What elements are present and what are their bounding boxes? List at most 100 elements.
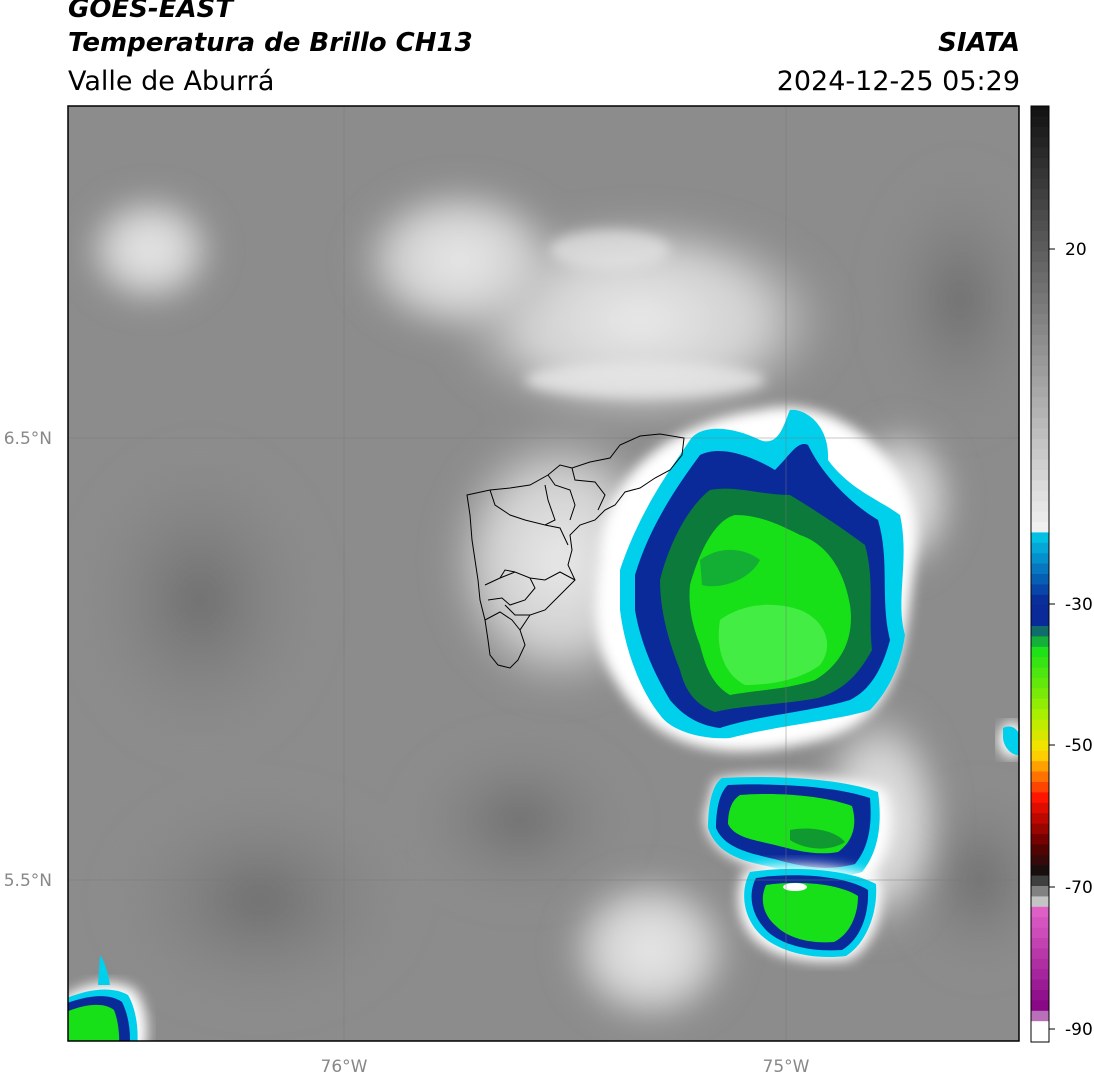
colorbar-step	[1031, 542, 1049, 554]
colorbar-step	[1031, 740, 1049, 752]
colorbar-step	[1031, 324, 1049, 336]
lat-label-6-5: 6.5°N	[4, 429, 52, 449]
colorbar-step	[1031, 698, 1049, 710]
colorbar-step	[1031, 272, 1049, 284]
colorbar-stripes	[1031, 106, 1049, 1043]
colorbar-step	[1031, 782, 1049, 793]
colorbar-step	[1031, 470, 1049, 481]
colorbar-step	[1031, 636, 1049, 648]
colorbar-step	[1031, 126, 1049, 138]
organization-label: SIATA	[938, 28, 1020, 58]
convective-cell-southwest	[68, 955, 147, 1041]
colorbar-step	[1031, 418, 1049, 429]
colorbar-step	[1031, 230, 1049, 242]
colorbar-step	[1031, 210, 1049, 221]
colorbar-step	[1031, 553, 1049, 565]
colorbar-step	[1031, 813, 1049, 825]
colorbar-step	[1031, 490, 1049, 502]
colorbar-step	[1031, 168, 1049, 180]
colorbar-step	[1031, 834, 1049, 845]
colorbar-tick-minus30: -30	[1065, 595, 1093, 615]
colorbar-step	[1031, 501, 1049, 513]
colorbar-step	[1031, 750, 1049, 762]
convective-cell-south-lower	[738, 864, 882, 962]
colorbar-step	[1031, 730, 1049, 741]
warm-ground-areas	[70, 160, 1019, 1020]
colorbar-step	[1031, 116, 1049, 128]
colorbar-step	[1031, 802, 1049, 814]
colorbar-step	[1031, 137, 1049, 149]
colorbar-step	[1031, 199, 1049, 211]
municipal-boundaries	[466, 433, 685, 669]
colorbar-step	[1031, 584, 1049, 596]
lon-label-76w: 76°W	[321, 1057, 368, 1077]
colorbar-step	[1031, 605, 1049, 617]
colorbar-step	[1031, 147, 1049, 159]
colorbar-step	[1031, 678, 1049, 689]
colorbar-step	[1031, 106, 1049, 117]
colorbar-step	[1031, 563, 1049, 575]
colorbar-step	[1031, 428, 1049, 440]
colorbar-step	[1031, 376, 1049, 388]
graticule	[68, 106, 1019, 1041]
colorbar-step	[1031, 844, 1049, 856]
colorbar-step	[1031, 1010, 1049, 1022]
colorbar-step	[1031, 511, 1049, 523]
colorbar-step	[1031, 896, 1049, 908]
colorbar-step	[1031, 709, 1049, 721]
colorbar-step	[1031, 875, 1049, 887]
colorbar-step	[1031, 314, 1049, 325]
colorbar-tick-minus90: -90	[1065, 1020, 1093, 1040]
colorbar-step	[1031, 386, 1049, 398]
colorbar-step	[1031, 438, 1049, 450]
colorbar-step	[1031, 917, 1049, 929]
colorbar-step	[1031, 1021, 1049, 1033]
colorbar-tick-minus50: -50	[1065, 736, 1093, 756]
colorbar: 20 -30 -50 -70 -90	[1030, 105, 1093, 1043]
colorbar-step	[1031, 646, 1049, 658]
convective-cell-main	[595, 406, 917, 752]
colorbar-step	[1031, 532, 1049, 544]
colorbar-step	[1031, 854, 1049, 866]
lat-label-5-5: 5.5°N	[4, 871, 52, 891]
colorbar-step	[1031, 990, 1049, 1001]
colorbar-step	[1031, 948, 1049, 960]
colorbar-step	[1031, 927, 1049, 939]
colorbar-step	[1031, 594, 1049, 606]
colorbar-step	[1031, 334, 1049, 346]
colorbar-step	[1031, 688, 1049, 700]
colorbar-step	[1031, 792, 1049, 804]
colorbar-step	[1031, 345, 1049, 357]
region-title: Valle de Aburrá	[68, 66, 275, 97]
colorbar-step	[1031, 158, 1049, 169]
brightness-temperature-field	[68, 106, 1019, 1041]
colorbar-step	[1031, 958, 1049, 970]
colorbar-step	[1031, 865, 1049, 877]
colorbar-step	[1031, 178, 1049, 190]
colorbar-tick-minus70: -70	[1065, 878, 1093, 898]
colorbar-step	[1031, 522, 1049, 533]
convective-cell-east	[998, 722, 1019, 758]
colorbar-step	[1031, 189, 1049, 201]
colorbar-step	[1031, 407, 1049, 419]
colorbar-step	[1031, 938, 1049, 949]
colorbar-step	[1031, 719, 1049, 731]
product-title: Temperatura de Brillo CH13	[68, 28, 473, 58]
colorbar-step	[1031, 574, 1049, 585]
colorbar-step	[1031, 241, 1049, 253]
colorbar-step	[1031, 303, 1049, 315]
colorbar-step	[1031, 615, 1049, 627]
colorbar-step	[1031, 657, 1049, 669]
colorbar-tick-20: 20	[1065, 240, 1087, 260]
colorbar-step	[1031, 761, 1049, 773]
colorbar-frame	[1030, 105, 1050, 1043]
lon-label-75w: 75°W	[763, 1057, 810, 1077]
colorbar-step	[1031, 771, 1049, 783]
colorbar-step	[1031, 626, 1049, 637]
colorbar-step	[1031, 366, 1049, 377]
colorbar-step	[1031, 220, 1049, 232]
colorbar-step	[1031, 1000, 1049, 1012]
colorbar-step	[1031, 251, 1049, 263]
colorbar-step	[1031, 293, 1049, 305]
